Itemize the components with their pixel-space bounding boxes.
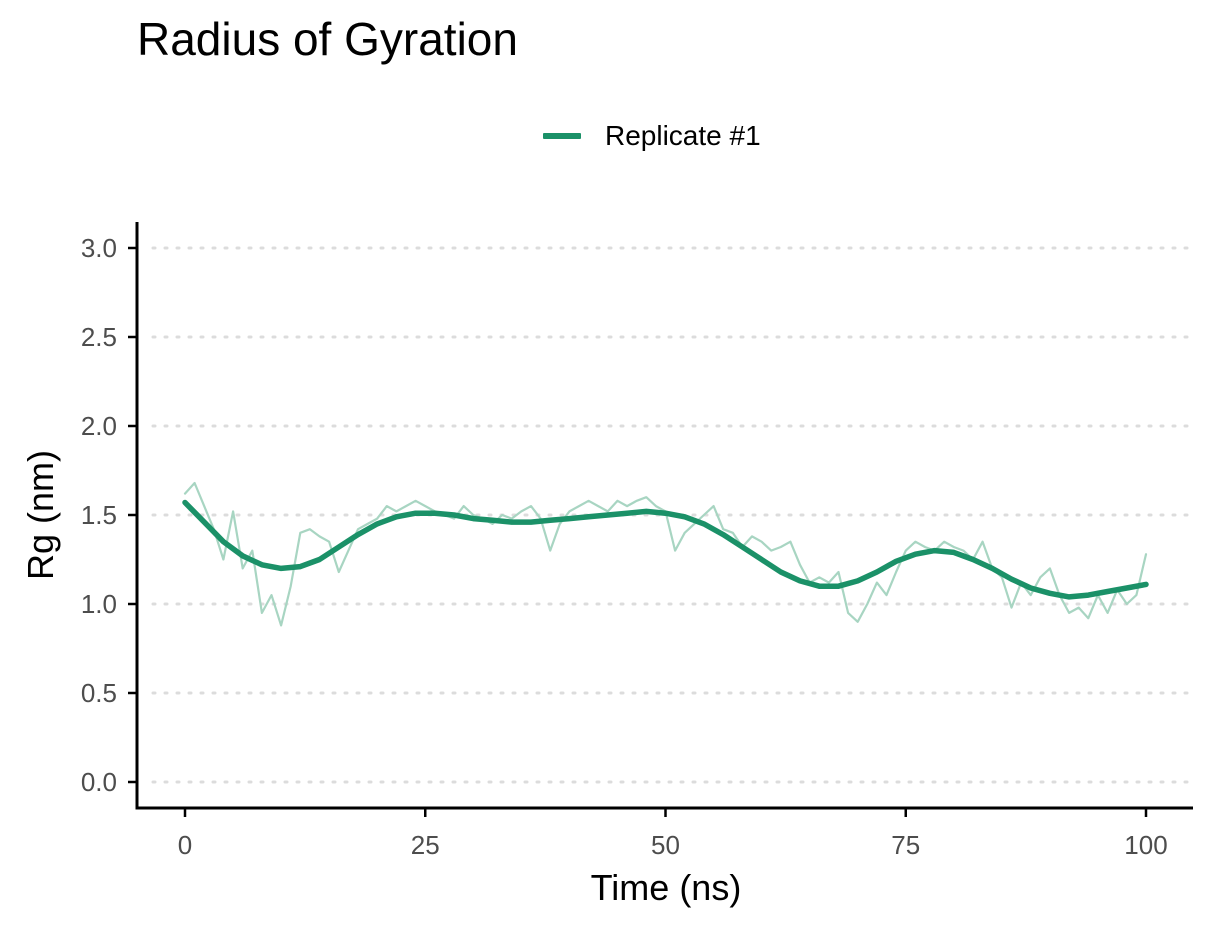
x-axis-title: Time (ns) — [591, 867, 742, 908]
y-tick-label-1: 0.5 — [81, 678, 117, 708]
y-axis-title: Rg (nm) — [20, 450, 61, 580]
x-tick-label-4: 100 — [1124, 830, 1167, 860]
y-tick-label-4: 2.0 — [81, 411, 117, 441]
x-tick-label-0: 0 — [178, 830, 192, 860]
y-tick-label-2: 1.0 — [81, 589, 117, 619]
x-tick-label-2: 50 — [651, 830, 680, 860]
grid-lines — [151, 246, 1195, 784]
y-tick-label-5: 2.5 — [81, 322, 117, 352]
x-tick-label-1: 25 — [411, 830, 440, 860]
series-line-smoothed — [182, 499, 1149, 600]
tick-labels: 0.0 0.5 1.0 1.5 2.0 2.5 3.0 0 25 50 75 100 — [81, 233, 1168, 860]
y-tick-label-0: 0.0 — [81, 767, 117, 797]
legend: Replicate #1 — [543, 118, 761, 154]
y-tick-label-3: 1.5 — [81, 500, 117, 530]
y-tick-label-6: 3.0 — [81, 233, 117, 263]
x-tick-label-3: 75 — [891, 830, 920, 860]
legend-label: Replicate #1 — [605, 120, 761, 151]
series-layer — [182, 481, 1149, 627]
axes — [128, 222, 1193, 817]
chart-title: Radius of Gyration — [137, 13, 518, 65]
legend-swatch — [543, 133, 581, 139]
